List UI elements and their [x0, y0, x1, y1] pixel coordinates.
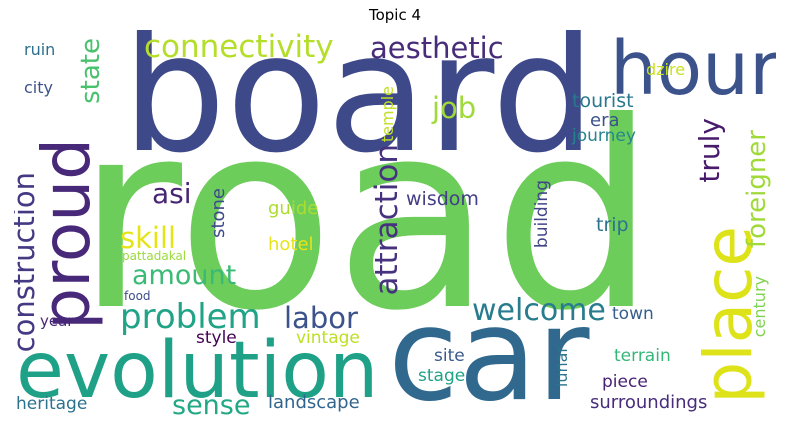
word-temple: temple	[378, 86, 397, 143]
word-pattadakal: pattadakal	[122, 249, 187, 263]
word-dzire: dzire	[646, 60, 686, 79]
word-era: era	[590, 110, 620, 131]
word-hour: hour	[610, 30, 776, 112]
word-car: car	[388, 281, 590, 423]
word-state: state	[76, 38, 106, 104]
word-style: style	[196, 328, 237, 348]
word-welcome: welcome	[472, 293, 606, 328]
word-vintage: vintage	[296, 328, 360, 348]
word-labor: labor	[284, 301, 358, 335]
word-terrain: terrain	[614, 346, 671, 366]
word-surroundings: surroundings	[590, 392, 708, 413]
word-hotel: hotel	[268, 234, 314, 255]
figure-title: Topic 4	[368, 6, 422, 24]
word-year: year	[40, 312, 74, 330]
word-foreigner: foreigner	[742, 130, 772, 249]
word-proud: proud	[28, 138, 105, 330]
word-truly: truly	[693, 118, 726, 183]
word-trip: trip	[596, 214, 629, 236]
word-amount: amount	[132, 260, 237, 291]
word-attraction: attraction	[369, 144, 405, 296]
word-landscape: landscape	[268, 392, 360, 413]
word-ruin: ruin	[24, 40, 56, 59]
word-stone: stone	[208, 188, 229, 238]
word-connectivity: connectivity	[144, 30, 334, 65]
word-board: board	[122, 30, 596, 189]
word-century: century	[750, 276, 769, 338]
word-wisdom: wisdom	[406, 188, 479, 210]
word-road: road	[76, 67, 657, 367]
word-journey: journey	[572, 126, 636, 146]
word-food: food	[124, 289, 151, 303]
word-guide: guide	[268, 198, 319, 219]
word-aesthetic: aesthetic	[370, 31, 504, 65]
word-site: site	[434, 346, 465, 366]
word-town: town	[612, 304, 654, 324]
word-job: job	[432, 91, 477, 125]
word-problem: problem	[120, 297, 261, 337]
word-building: building	[532, 180, 552, 249]
word-tourist: tourist	[572, 90, 634, 112]
word-city: city	[24, 78, 53, 97]
word-stage: stage	[418, 366, 466, 386]
word-heritage: heritage	[16, 394, 88, 414]
word-construction: construction	[14, 172, 41, 353]
word-cloud: road board car evolution hour place prou…	[14, 30, 776, 423]
word-asi: asi	[152, 177, 192, 210]
word-evolution: evolution	[16, 326, 379, 416]
word-sense: sense	[172, 390, 251, 421]
word-skill: skill	[120, 221, 177, 255]
word-piece: piece	[602, 372, 648, 392]
word-lunar: lunar	[552, 346, 571, 388]
